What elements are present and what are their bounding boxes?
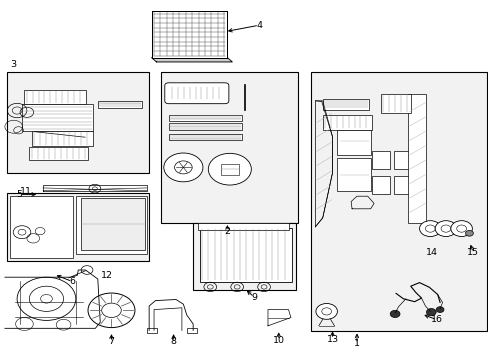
Circle shape xyxy=(435,307,443,312)
Bar xyxy=(7,72,149,173)
Bar xyxy=(337,158,370,191)
Bar xyxy=(161,72,298,223)
Text: 4: 4 xyxy=(256,21,262,30)
Bar xyxy=(393,176,411,194)
Text: 7: 7 xyxy=(108,338,114,346)
Circle shape xyxy=(88,293,135,328)
Circle shape xyxy=(434,221,456,237)
Bar xyxy=(24,90,85,104)
Circle shape xyxy=(315,303,337,319)
FancyBboxPatch shape xyxy=(164,83,228,104)
Bar xyxy=(98,101,142,108)
Text: 12: 12 xyxy=(101,271,112,280)
Bar xyxy=(76,196,146,254)
Polygon shape xyxy=(43,185,146,191)
Text: 11: 11 xyxy=(20,187,32,196)
Bar xyxy=(10,196,73,258)
Circle shape xyxy=(426,309,435,316)
Text: 2: 2 xyxy=(224,227,230,236)
Bar xyxy=(322,99,368,110)
Bar xyxy=(407,94,426,223)
Bar xyxy=(7,193,149,261)
Bar xyxy=(168,123,242,130)
Circle shape xyxy=(41,294,52,303)
Bar xyxy=(381,94,410,113)
Bar xyxy=(22,104,93,131)
Text: 1: 1 xyxy=(353,339,359,348)
Circle shape xyxy=(163,153,203,182)
Bar xyxy=(393,151,411,169)
Text: 6: 6 xyxy=(69,277,75,286)
Circle shape xyxy=(389,310,399,318)
Text: 5: 5 xyxy=(17,190,22,199)
Bar xyxy=(371,151,389,169)
Bar xyxy=(146,328,157,333)
Bar xyxy=(168,115,242,121)
Bar xyxy=(337,130,370,155)
Circle shape xyxy=(450,221,471,237)
Bar xyxy=(186,328,196,333)
Text: 13: 13 xyxy=(326,335,338,343)
Polygon shape xyxy=(5,270,100,328)
Bar xyxy=(199,228,292,282)
Bar xyxy=(310,72,486,331)
Polygon shape xyxy=(267,310,290,326)
Text: 16: 16 xyxy=(430,315,442,324)
Text: 10: 10 xyxy=(272,336,284,345)
Circle shape xyxy=(419,221,440,237)
Bar xyxy=(322,115,371,130)
Bar xyxy=(371,176,389,194)
Bar xyxy=(168,134,242,140)
Bar xyxy=(81,198,145,250)
Bar xyxy=(32,131,93,146)
Bar xyxy=(193,223,295,290)
Bar xyxy=(198,223,288,230)
Text: 8: 8 xyxy=(170,338,176,346)
Text: 14: 14 xyxy=(425,248,437,257)
Text: 9: 9 xyxy=(251,292,257,302)
Bar xyxy=(221,164,238,175)
Circle shape xyxy=(208,153,251,185)
Polygon shape xyxy=(151,58,232,62)
Circle shape xyxy=(465,230,472,236)
Text: 3: 3 xyxy=(11,60,17,69)
FancyArrowPatch shape xyxy=(35,132,85,137)
Bar xyxy=(151,11,227,58)
Bar xyxy=(151,11,227,58)
Bar xyxy=(29,147,88,160)
Text: 15: 15 xyxy=(467,248,478,257)
